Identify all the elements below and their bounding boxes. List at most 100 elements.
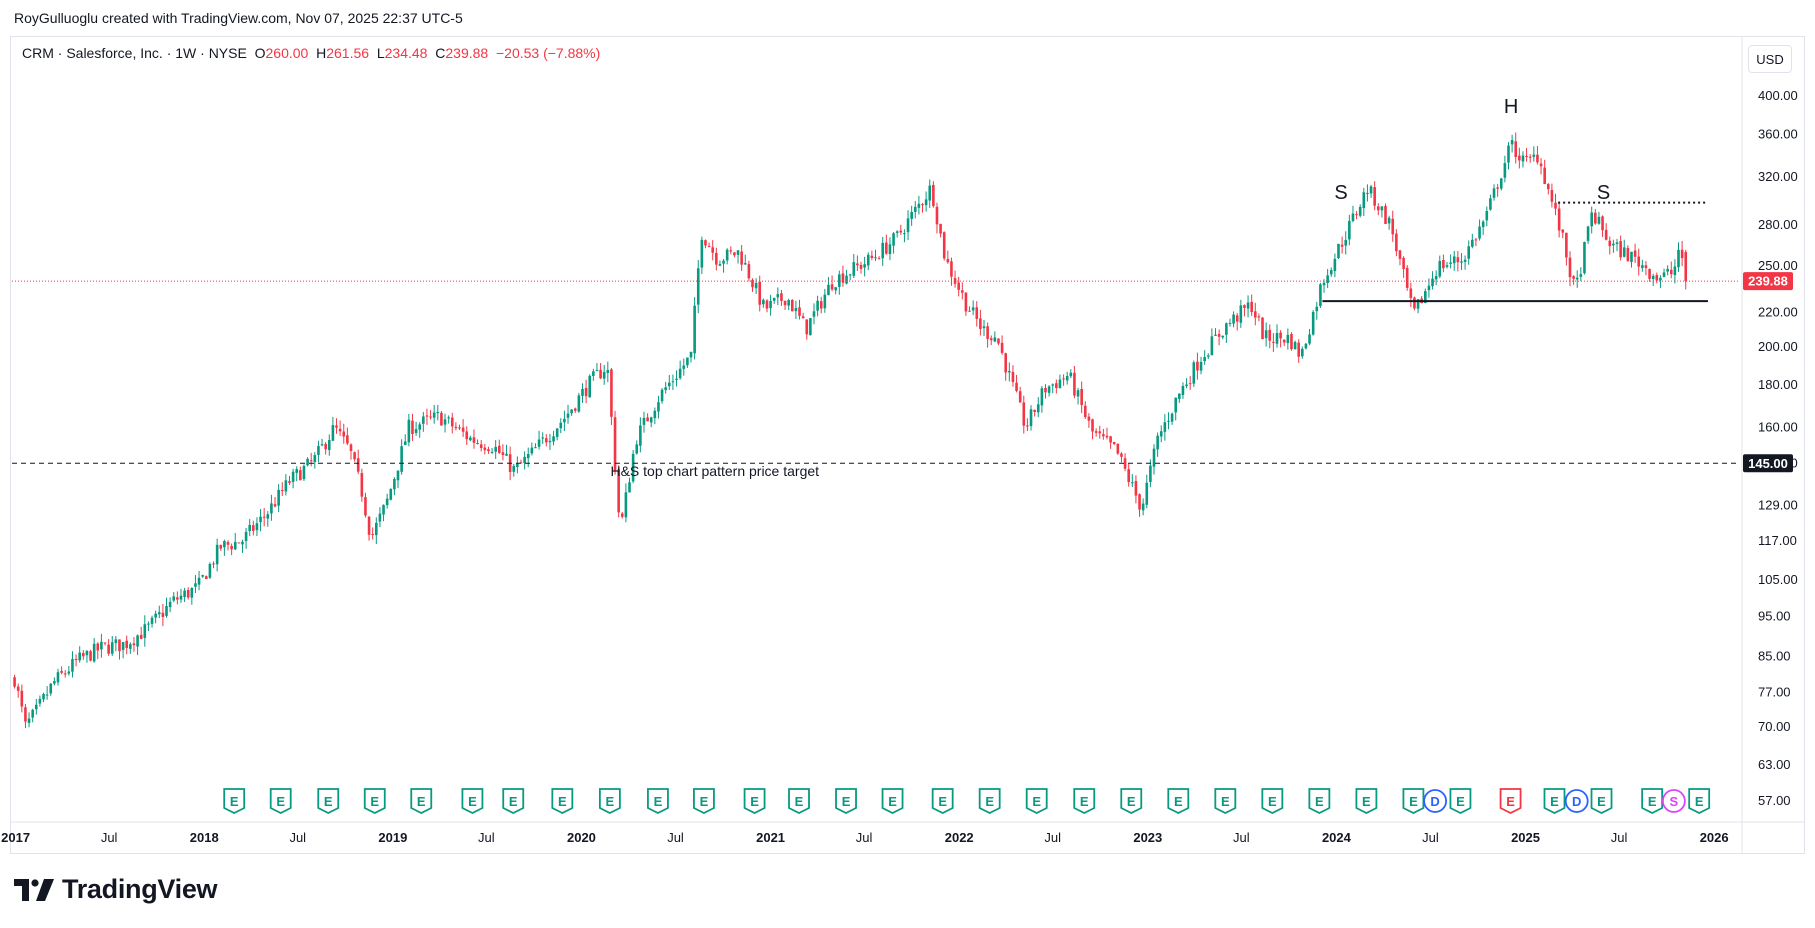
earnings-icon[interactable]: E bbox=[978, 788, 1001, 815]
split-icon[interactable]: S bbox=[1661, 789, 1686, 813]
candle-body bbox=[38, 698, 42, 704]
pattern-label-h: H bbox=[1504, 96, 1518, 118]
earnings-icon[interactable]: E bbox=[931, 788, 954, 815]
candle-body bbox=[512, 466, 516, 472]
high-label: H bbox=[316, 45, 327, 61]
candle-body bbox=[147, 623, 150, 625]
earnings-icon[interactable]: E bbox=[363, 788, 386, 815]
y-tick-label: 105.00 bbox=[1758, 572, 1798, 587]
earnings-icon[interactable]: E bbox=[647, 788, 669, 815]
earnings-icon[interactable]: E bbox=[1590, 788, 1613, 815]
earnings-icon[interactable]: E bbox=[1073, 788, 1096, 815]
earnings-icon[interactable]: E bbox=[410, 788, 433, 815]
earnings-icon[interactable]: E bbox=[598, 788, 621, 815]
earnings-icon[interactable]: E bbox=[551, 788, 574, 815]
candle-body bbox=[1131, 482, 1134, 484]
candle-body bbox=[309, 460, 313, 462]
earnings-icon[interactable]: E bbox=[693, 788, 715, 815]
symbol-legend[interactable]: CRM · Salesforce, Inc. · 1W · NYSE O260.… bbox=[22, 45, 600, 61]
earnings-icon[interactable]: E bbox=[743, 788, 766, 815]
candle-body bbox=[1279, 332, 1282, 339]
currency-button[interactable]: USD bbox=[1748, 45, 1792, 73]
candle-body bbox=[1525, 156, 1528, 158]
candle-body bbox=[762, 299, 765, 305]
candle-body bbox=[320, 444, 324, 446]
candle-body bbox=[979, 318, 982, 329]
earnings-icon[interactable]: E bbox=[1214, 788, 1237, 815]
candle-body bbox=[1036, 404, 1040, 413]
candle-body bbox=[693, 305, 696, 354]
symbol-name[interactable]: CRM · Salesforce, Inc. · 1W · NYSE bbox=[22, 45, 247, 61]
candle-body bbox=[56, 672, 60, 683]
earnings-icon[interactable]: E bbox=[788, 788, 810, 815]
candle-body bbox=[1499, 178, 1503, 189]
candle-body bbox=[1579, 274, 1583, 277]
candle-body bbox=[570, 409, 573, 414]
candle-body bbox=[1398, 250, 1402, 259]
candle-body bbox=[559, 422, 563, 429]
candle-body bbox=[1105, 435, 1109, 438]
candle-body bbox=[302, 465, 306, 480]
earnings-icon[interactable]: E bbox=[835, 788, 857, 815]
dividend-icon[interactable]: D bbox=[1423, 789, 1448, 813]
earnings-icon[interactable]: E bbox=[1025, 788, 1048, 815]
x-tick-label: Jul bbox=[101, 830, 118, 845]
earnings-icon[interactable]: E bbox=[1449, 788, 1472, 815]
x-tick-label: 2017 bbox=[1, 830, 30, 845]
event-icon-letter: E bbox=[1648, 794, 1657, 809]
earnings-icon[interactable]: E bbox=[1355, 788, 1378, 815]
earnings-icon[interactable]: E bbox=[1402, 788, 1425, 815]
candle-body bbox=[422, 416, 425, 424]
earnings-icon[interactable]: E bbox=[1308, 788, 1331, 815]
candle-body bbox=[1214, 334, 1217, 336]
earnings-icon[interactable]: E bbox=[1641, 788, 1664, 815]
earnings-icon[interactable]: E bbox=[881, 788, 904, 815]
candle-body bbox=[1492, 188, 1496, 198]
earnings-icon-shape bbox=[1688, 788, 1711, 815]
earnings-icon[interactable]: E bbox=[1499, 788, 1522, 815]
earnings-icon[interactable]: E bbox=[502, 788, 525, 815]
dividend-icon[interactable]: D bbox=[1564, 789, 1589, 813]
candle-body bbox=[237, 542, 241, 544]
candle-body bbox=[1257, 316, 1261, 318]
event-icon-letter: E bbox=[276, 794, 285, 809]
candle-body bbox=[78, 652, 81, 661]
earnings-icon[interactable]: E bbox=[1688, 788, 1711, 815]
tradingview-logo[interactable]: TradingView bbox=[14, 874, 218, 905]
x-tick-label: Jul bbox=[1233, 830, 1250, 845]
earnings-icon[interactable]: E bbox=[269, 788, 292, 815]
candle-body bbox=[563, 418, 566, 423]
candle-body bbox=[1597, 216, 1601, 224]
earnings-icon[interactable]: E bbox=[461, 788, 484, 815]
candle-body bbox=[1022, 402, 1026, 426]
candle-body bbox=[317, 446, 320, 455]
event-icon-letter: E bbox=[509, 794, 518, 809]
earnings-icon-shape bbox=[1073, 788, 1096, 815]
event-icon-letter: E bbox=[1315, 794, 1324, 809]
candle-body bbox=[382, 504, 385, 515]
close-label: C bbox=[435, 45, 446, 61]
earnings-icon[interactable]: E bbox=[1120, 788, 1143, 815]
candle-body bbox=[758, 281, 762, 305]
candle-body bbox=[472, 437, 476, 443]
candle-body bbox=[418, 424, 422, 430]
candle-body bbox=[812, 311, 816, 317]
candle-body bbox=[1112, 442, 1116, 444]
earnings-icon[interactable]: E bbox=[1261, 788, 1284, 815]
candle-body bbox=[34, 704, 38, 710]
earnings-icon[interactable]: E bbox=[223, 788, 246, 815]
earnings-icon[interactable]: E bbox=[1543, 788, 1566, 815]
candle-body bbox=[1301, 348, 1304, 357]
candle-body bbox=[121, 642, 125, 650]
candle-body bbox=[1651, 275, 1655, 280]
candle-body bbox=[1199, 362, 1203, 371]
earnings-icon[interactable]: E bbox=[1167, 788, 1190, 815]
candle-body bbox=[1076, 390, 1080, 397]
earnings-icon-shape bbox=[1449, 788, 1472, 815]
candle-body bbox=[776, 294, 780, 298]
candle-body bbox=[13, 677, 16, 687]
candle-body bbox=[346, 435, 349, 444]
candle-body bbox=[1362, 192, 1366, 209]
earnings-icon[interactable]: E bbox=[317, 788, 340, 815]
